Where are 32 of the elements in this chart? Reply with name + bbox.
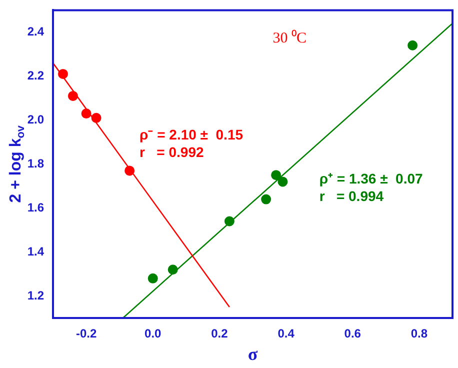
point (81, 108, 92, 119)
y-axis-title: 2 + log kov (7, 124, 28, 203)
x-tick-label: 0.6 (344, 326, 362, 341)
annotation: r = 0.992 (140, 144, 204, 160)
point (408, 40, 418, 50)
point (68, 90, 78, 101)
annotation: 30 ⁰C (272, 30, 306, 47)
point (261, 194, 272, 204)
point (58, 68, 68, 79)
y-tick-label: 1.4 (27, 244, 44, 258)
x-tick-label: 0.8 (410, 326, 428, 341)
point (271, 170, 282, 180)
point (224, 216, 234, 226)
y-tick-label: 2.4 (27, 24, 44, 38)
point (91, 112, 102, 123)
annotation: ρ⁻ = 2.10 ± 0.15 (140, 126, 244, 142)
y-tick-label: 2.2 (27, 68, 44, 82)
point (124, 166, 135, 176)
y-tick-label: 1.8 (27, 156, 44, 170)
point (148, 273, 158, 284)
y-tick-label: 1.6 (27, 200, 44, 214)
annotation: r = 0.994 (319, 188, 384, 204)
x-tick-label: 0.2 (211, 326, 228, 341)
y-tick-label: 1.2 (27, 288, 44, 302)
annotation: ρ⁺ = 1.36 ± 0.07 (319, 170, 424, 186)
x-axis-title: σ (248, 344, 258, 364)
x-tick-label: 0.0 (144, 326, 162, 341)
x-tick-label: 0.4 (278, 326, 295, 341)
point (278, 176, 288, 187)
y-tick-label: 2.0 (27, 112, 44, 126)
point (168, 264, 178, 275)
x-tick-label: -0.2 (76, 326, 97, 341)
